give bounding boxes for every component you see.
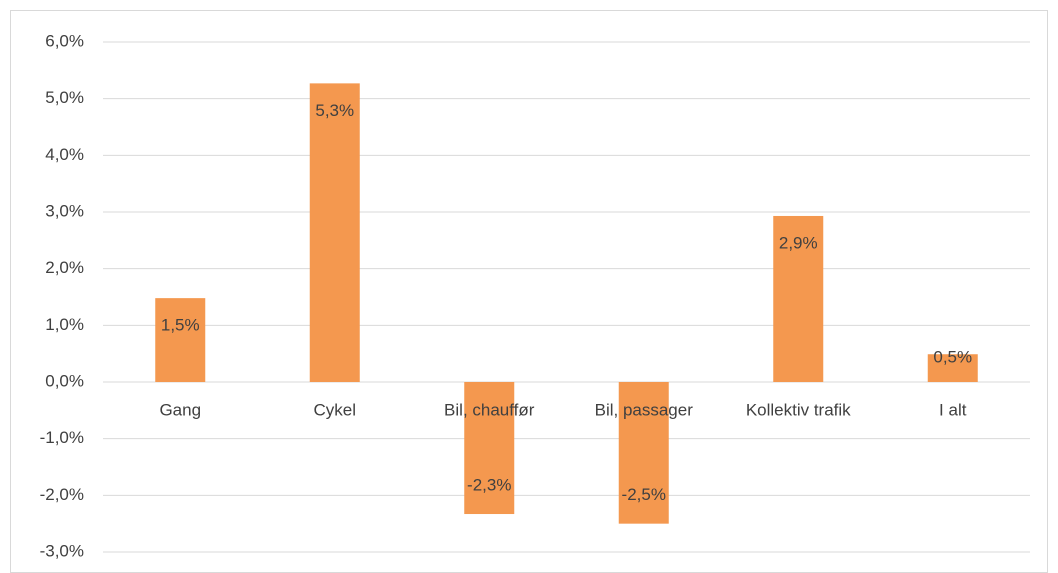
chart-frame xyxy=(10,10,1048,573)
data-label: 1,5% xyxy=(161,316,200,335)
bar xyxy=(155,298,206,382)
x-tick-label: Gang xyxy=(159,400,201,419)
y-tick-label: 4,0% xyxy=(45,145,84,164)
x-tick-label: Kollektiv trafik xyxy=(746,400,851,419)
x-tick-label: I alt xyxy=(939,400,967,419)
y-tick-label: 3,0% xyxy=(45,201,84,220)
y-tick-label: 5,0% xyxy=(45,88,84,107)
data-label: 5,3% xyxy=(315,101,354,120)
bar xyxy=(773,215,824,382)
y-tick-label: 2,0% xyxy=(45,258,84,277)
y-tick-label: 1,0% xyxy=(45,315,84,334)
y-tick-label: 0,0% xyxy=(45,371,84,390)
y-tick-label: 6,0% xyxy=(45,31,84,50)
x-tick-label: Bil, chauffør xyxy=(444,400,535,419)
bar xyxy=(309,83,360,382)
x-tick-label: Bil, passager xyxy=(595,400,694,419)
data-label: -2,3% xyxy=(467,476,511,495)
bar xyxy=(464,382,515,515)
data-label: -2,5% xyxy=(622,485,666,504)
bar xyxy=(927,354,978,382)
y-tick-label: -3,0% xyxy=(40,541,84,560)
y-tick-label: -2,0% xyxy=(40,485,84,504)
bar xyxy=(618,382,669,524)
x-tick-label: Cykel xyxy=(313,400,356,419)
y-tick-label: -1,0% xyxy=(40,428,84,447)
data-label: 0,5% xyxy=(933,348,972,367)
data-label: 2,9% xyxy=(779,233,818,252)
